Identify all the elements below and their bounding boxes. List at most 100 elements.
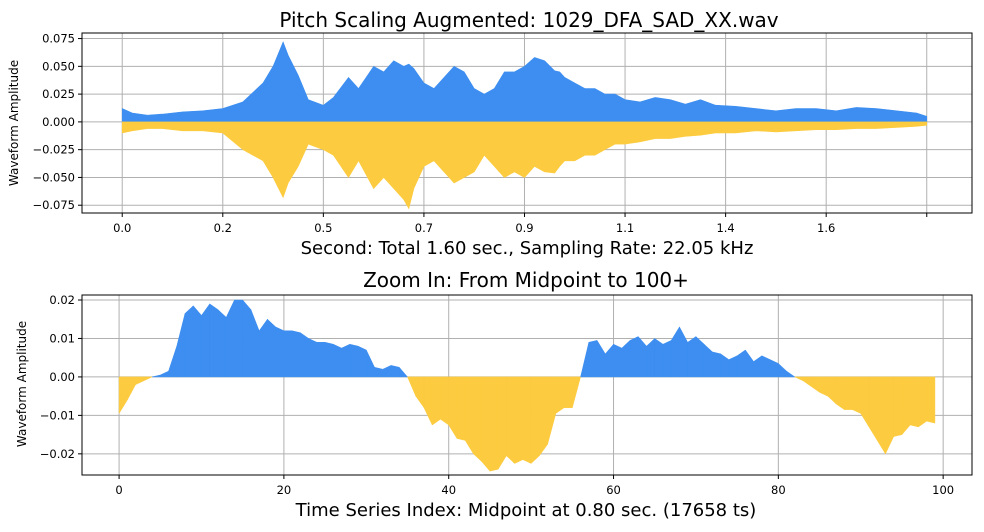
- positive-segment: [184, 305, 194, 378]
- positive-segment: [258, 318, 268, 378]
- positive-segment: [291, 330, 301, 378]
- x-ticks: 0.0 0.2 0.5 0.7 0.9 1.1 1.4 1.6: [113, 213, 928, 235]
- positive-segment: [662, 339, 672, 378]
- negative-segment: [885, 376, 894, 454]
- x-tick-label: 80: [771, 483, 786, 497]
- positive-segment: [621, 339, 631, 378]
- negative-segment: [456, 376, 466, 441]
- positive-segment: [769, 359, 779, 378]
- chart-title: Pitch Scaling Augmented: 1029_DFA_SAD_XX…: [279, 8, 778, 32]
- negative-segment: [819, 376, 829, 397]
- positive-segment: [333, 343, 342, 378]
- negative-segment: [464, 376, 474, 455]
- negative-segment: [835, 376, 845, 411]
- waveform-fill: [121, 41, 928, 210]
- positive-segment: [382, 364, 392, 378]
- negative-segment: [539, 376, 548, 457]
- positive-segment: [703, 343, 713, 378]
- negative-segment: [893, 376, 903, 437]
- positive-segment: [399, 366, 409, 378]
- negative-segment: [844, 376, 853, 410]
- x-axis-label: Time Series Index: Midpoint at 0.80 sec.…: [295, 500, 757, 521]
- y-tick-label: 0.050: [42, 59, 75, 73]
- negative-segment: [489, 376, 499, 472]
- positive-segment: [193, 305, 202, 378]
- positive-segment: [300, 332, 309, 378]
- negative-segment: [555, 376, 565, 414]
- x-tick-label: 0.2: [214, 221, 232, 235]
- positive-segment: [753, 355, 763, 378]
- x-tick-label: 0.9: [515, 221, 533, 235]
- positive-segment: [638, 335, 647, 378]
- positive-segment: [151, 374, 161, 378]
- positive-segment: [654, 337, 664, 378]
- positive-segment: [646, 337, 655, 378]
- positive-segment: [580, 342, 590, 378]
- negative-segment: [852, 376, 861, 414]
- x-tick-label: 0: [115, 483, 122, 497]
- x-tick-label: 60: [606, 483, 621, 497]
- negative-segment: [118, 376, 128, 415]
- x-tick-label: 0.7: [415, 221, 433, 235]
- positive-segment: [201, 303, 210, 378]
- negative-segment: [407, 376, 416, 397]
- positive-segment: [366, 349, 375, 378]
- negative-segment: [440, 376, 449, 426]
- negative-segment: [127, 376, 136, 401]
- positive-segment: [267, 318, 276, 378]
- positive-segment: [349, 343, 359, 378]
- positive-segment: [283, 330, 293, 378]
- positive-segment: [275, 326, 285, 378]
- y-tick-label: −0.02: [40, 447, 75, 461]
- x-tick-label: 100: [932, 483, 954, 497]
- negative-segment: [143, 376, 153, 382]
- positive-segment: [712, 351, 721, 378]
- chart-title: Zoom In: From Midpoint to 100+: [363, 268, 689, 292]
- positive-segment: [605, 343, 614, 378]
- negative-segment: [530, 376, 540, 465]
- waveform-fill: [118, 299, 936, 472]
- x-tick-label: 0.5: [314, 221, 332, 235]
- positive-segment: [374, 366, 384, 378]
- y-ticks: 0.02 0.01 0.00 −0.01 −0.02: [40, 293, 82, 461]
- positive-segment: [242, 299, 252, 378]
- negative-segment: [135, 376, 145, 386]
- negative-segment: [926, 376, 936, 424]
- positive-segment: [357, 345, 367, 378]
- positive-segment: [308, 338, 318, 378]
- negative-segment: [909, 376, 919, 428]
- y-tick-label: 0.01: [49, 331, 75, 345]
- y-tick-label: −0.01: [40, 408, 75, 422]
- zoom-chart: Zoom In: From Midpoint to 100+ 0 20 40 60 80…: [15, 268, 973, 521]
- positive-segment: [390, 365, 400, 378]
- negative-segment: [827, 376, 837, 405]
- negative-segment: [514, 376, 524, 464]
- plot-frame: [81, 294, 973, 476]
- positive-segment: [629, 336, 639, 378]
- positive-segment: [176, 313, 186, 378]
- negative-segment: [868, 376, 878, 442]
- positive-segment: [160, 370, 169, 378]
- y-tick-label: 0.075: [42, 32, 75, 46]
- positive-segment: [234, 299, 243, 378]
- y-axis-label: Waveform Amplitude: [7, 60, 21, 186]
- y-tick-label: −0.025: [32, 143, 75, 157]
- positive-segment: [316, 342, 326, 378]
- positive-segment: [341, 343, 351, 378]
- positive-segment: [786, 370, 796, 378]
- negative-segment: [497, 376, 507, 471]
- negative-segment: [918, 376, 927, 428]
- x-tick-label: 1.1: [616, 221, 634, 235]
- y-tick-label: 0.00: [49, 370, 75, 384]
- y-tick-label: 0.02: [49, 293, 75, 307]
- positive-segment: [209, 303, 219, 378]
- y-tick-label: 0.025: [42, 87, 75, 101]
- y-ticks: 0.075 0.050 0.025 0.000 −0.025 −0.050 −0.075: [32, 32, 82, 212]
- negative-segment: [481, 376, 491, 472]
- negative-segment: [860, 376, 870, 428]
- positive-segment: [695, 335, 705, 378]
- negative-area: [121, 121, 928, 210]
- plot-frame: [81, 32, 973, 214]
- waveform-chart: Pitch Scaling Augmented: 1029_DFA_SAD_XX…: [7, 8, 973, 259]
